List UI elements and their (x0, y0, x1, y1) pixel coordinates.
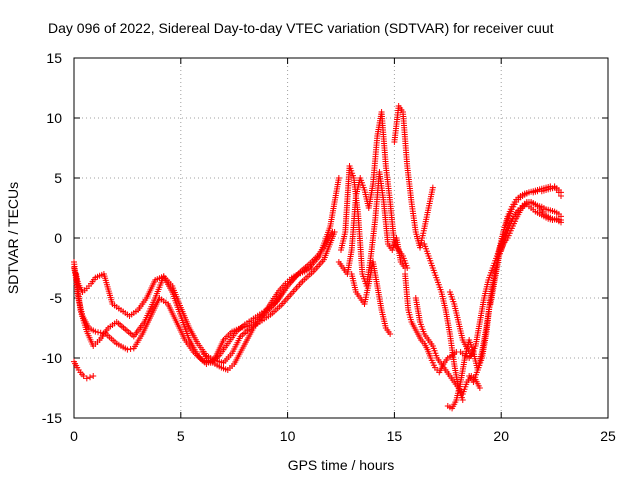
data-point (95, 329, 102, 336)
data-point (329, 229, 336, 235)
data-points (71, 103, 565, 412)
series-track-17 (498, 201, 565, 253)
data-point (335, 175, 342, 181)
series-track-16 (487, 184, 565, 307)
x-tick-label: 10 (280, 428, 296, 444)
series-track-8 (348, 259, 394, 337)
data-point (127, 346, 134, 352)
data-point (83, 375, 90, 382)
y-tick-label: -5 (50, 290, 63, 306)
data-point (97, 329, 104, 336)
chart-title: Day 096 of 2022, Sidereal Day-to-day VTE… (48, 20, 554, 36)
data-point (90, 373, 97, 379)
data-point (308, 265, 315, 271)
grid (74, 58, 608, 418)
y-tick-label: 15 (46, 50, 62, 66)
axis-ticks: 0 5 10 15 20 25 -15 -10 -5 0 5 10 15 (42, 50, 616, 444)
x-tick-label: 0 (70, 428, 78, 444)
y-tick-label: 0 (54, 230, 62, 246)
x-axis-label: GPS time / hours (288, 457, 395, 473)
series-track-4 (71, 358, 97, 382)
y-tick-label: 10 (46, 110, 62, 126)
data-point (387, 331, 394, 337)
x-tick-label: 5 (177, 428, 185, 444)
series-track-9 (391, 103, 436, 251)
data-point (476, 385, 483, 391)
data-point (80, 373, 87, 379)
data-point (87, 374, 94, 381)
data-point (124, 346, 131, 353)
y-tick-label: -15 (42, 410, 62, 426)
y-axis-label: SDTVAR / TECUs (5, 182, 21, 294)
y-tick-label: -10 (42, 350, 62, 366)
data-point (429, 184, 436, 191)
x-tick-label: 25 (600, 428, 616, 444)
data-point (402, 265, 409, 271)
data-point (459, 397, 466, 403)
data-point (558, 193, 565, 199)
data-point (558, 217, 565, 223)
data-point (555, 189, 562, 196)
series-track-7 (338, 163, 409, 289)
series-track-3 (71, 229, 336, 367)
data-point (92, 328, 99, 335)
x-tick-label: 20 (493, 428, 509, 444)
y-tick-label: 5 (54, 170, 62, 186)
series-track-6 (335, 109, 411, 277)
series-track-15 (466, 199, 565, 385)
x-tick-label: 15 (387, 428, 403, 444)
series-track-5 (199, 265, 315, 373)
